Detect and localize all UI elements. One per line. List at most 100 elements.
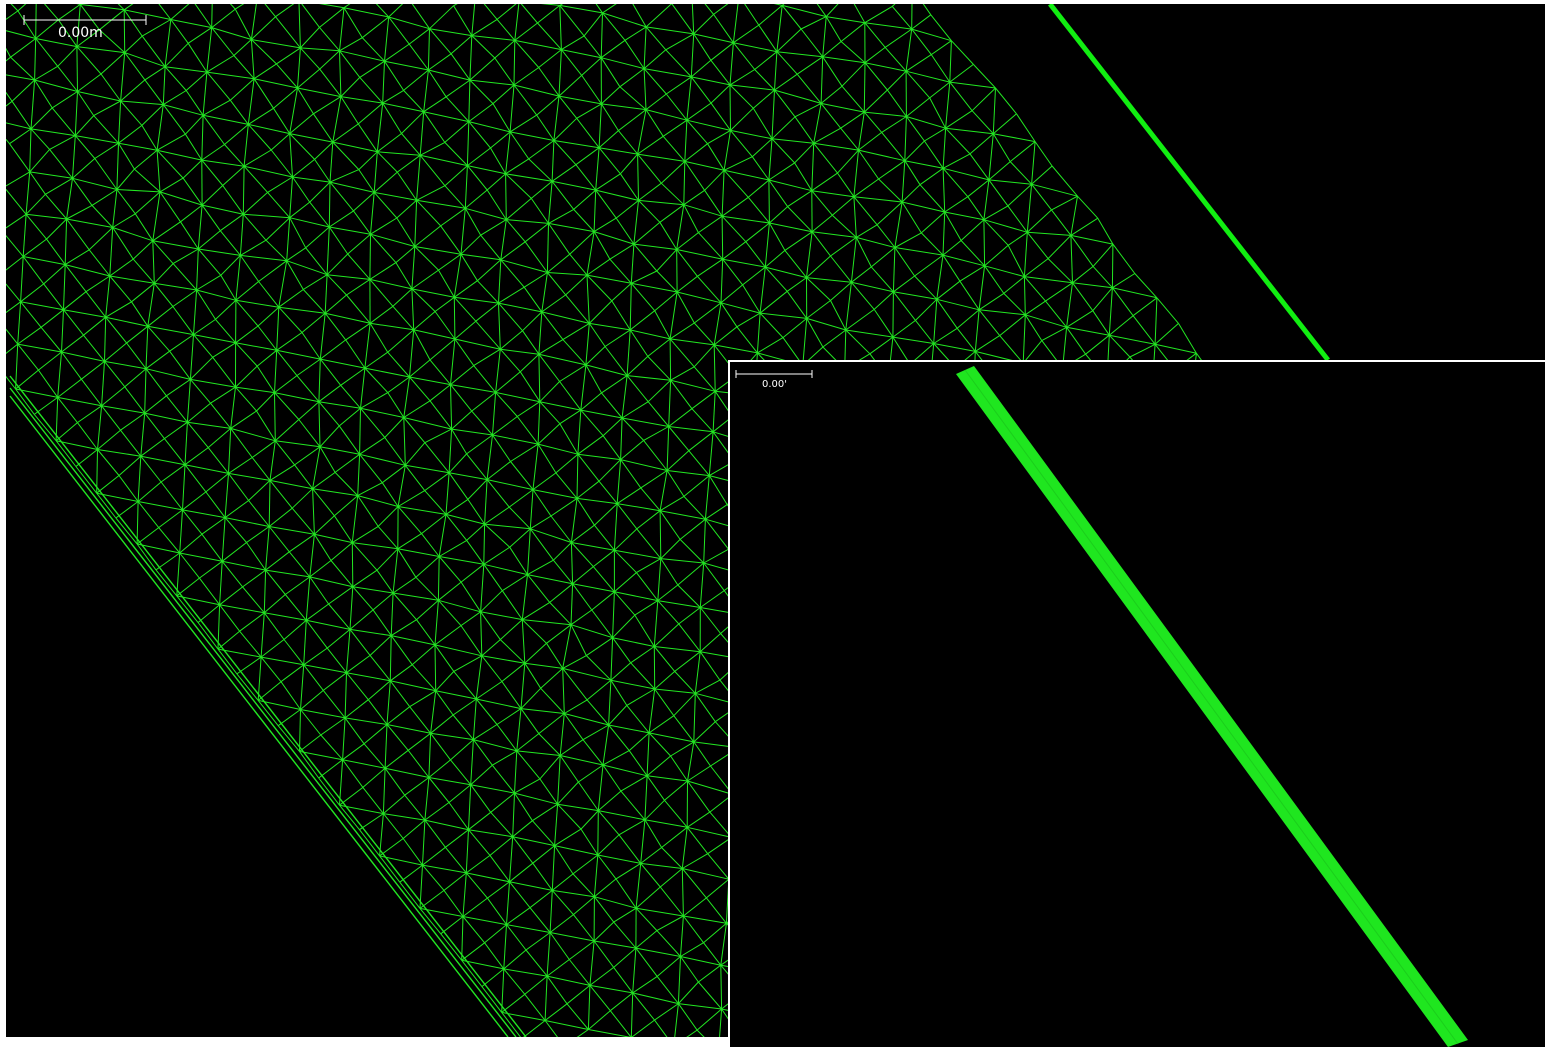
- mesh-edge: [387, 376, 410, 394]
- mesh-edge: [660, 539, 681, 559]
- mesh-edge: [720, 284, 743, 304]
- mesh-edge: [473, 724, 498, 741]
- mesh-edge: [207, 428, 232, 448]
- mesh-edge: [275, 4, 295, 18]
- mesh-edge: [611, 282, 632, 302]
- mesh-edge: [211, 27, 252, 40]
- mesh-edge: [112, 213, 136, 228]
- mesh-edge: [274, 392, 320, 403]
- mesh-edge: [194, 4, 213, 28]
- mesh-edge: [30, 128, 50, 150]
- mesh-edge: [635, 907, 658, 931]
- mesh-edge: [930, 14, 952, 42]
- mesh-edge: [360, 368, 366, 409]
- mesh-edge: [577, 453, 600, 482]
- mesh-edge: [530, 198, 549, 224]
- mesh-edge: [428, 733, 432, 778]
- mesh-edge: [936, 280, 961, 300]
- inset-viewport[interactable]: 0.00': [728, 360, 1545, 1047]
- mesh-edge: [210, 402, 232, 429]
- mesh-edge: [170, 4, 190, 20]
- mesh-edge: [586, 637, 613, 657]
- mesh-edge: [97, 429, 121, 450]
- mesh-edge: [635, 930, 658, 949]
- mesh-edge: [64, 264, 87, 293]
- mesh-edge: [503, 949, 527, 970]
- mesh-edge: [1108, 334, 1131, 358]
- mesh-edge: [532, 845, 555, 864]
- mesh-edge: [30, 107, 53, 130]
- mesh-edge: [636, 528, 662, 559]
- mesh-edge: [30, 128, 76, 137]
- mesh-edge: [384, 16, 390, 62]
- mesh-edge: [523, 1020, 546, 1037]
- mesh-edge: [559, 409, 582, 425]
- mesh-edge: [602, 764, 622, 792]
- mesh-edge: [573, 914, 595, 942]
- mesh-edge: [660, 182, 685, 206]
- mesh-edge: [978, 265, 986, 310]
- mesh-edge: [873, 309, 894, 338]
- mesh-edge: [509, 881, 531, 909]
- mesh-edge: [419, 111, 425, 156]
- mesh-edge: [438, 539, 467, 557]
- mesh-edge: [730, 130, 753, 158]
- mesh-edge: [1024, 314, 1043, 341]
- mesh-edge: [696, 1008, 722, 1031]
- mesh-edge: [1066, 282, 1073, 328]
- mesh-edge: [384, 43, 410, 62]
- mesh-edge: [294, 464, 313, 490]
- mesh-edge: [1025, 314, 1067, 328]
- mesh-edge: [532, 489, 578, 499]
- mesh-edge: [1072, 266, 1094, 284]
- mesh-edge: [403, 400, 431, 418]
- mesh-edge: [597, 854, 641, 864]
- mesh-edge: [546, 975, 568, 1005]
- mesh-edge: [382, 102, 424, 113]
- mesh-edge: [379, 855, 401, 883]
- mesh-edge: [93, 115, 119, 144]
- mesh-edge: [440, 225, 462, 255]
- mesh-edge: [409, 706, 431, 734]
- mesh-edge: [429, 28, 472, 37]
- mesh-edge: [349, 609, 374, 630]
- mesh-edge: [492, 416, 518, 436]
- mesh-edge: [109, 227, 114, 277]
- mesh-edge: [995, 87, 1017, 115]
- mesh-edge: [512, 793, 515, 837]
- mesh-edge: [220, 255, 241, 276]
- mesh-edge: [395, 262, 413, 290]
- mesh-edge: [265, 551, 290, 571]
- mesh-edge: [768, 138, 773, 181]
- mesh-edge: [721, 215, 747, 243]
- mesh-edge: [273, 87, 298, 109]
- mesh-strip: [956, 366, 1468, 1047]
- mesh-edge: [653, 623, 680, 647]
- mesh-edge: [29, 171, 46, 195]
- mesh-edge: [936, 299, 958, 329]
- mesh-edge: [6, 47, 12, 58]
- mesh-edge: [919, 167, 944, 186]
- mesh-edge: [9, 143, 31, 173]
- mesh-edge: [242, 192, 268, 215]
- mesh-edge: [63, 291, 87, 311]
- mesh-edge: [850, 237, 857, 283]
- mesh-edge: [141, 35, 166, 67]
- mesh-edge: [342, 759, 364, 788]
- mesh-edge: [424, 777, 430, 821]
- mesh-edge: [116, 189, 136, 215]
- mesh-edge: [257, 700, 279, 727]
- mesh-edge: [239, 255, 260, 282]
- mesh-edge: [352, 542, 398, 550]
- mesh-edge: [403, 90, 425, 113]
- mesh-edge: [319, 7, 345, 28]
- mesh-edge: [615, 217, 635, 245]
- mesh-edge: [445, 829, 469, 848]
- mesh-edge: [630, 282, 656, 312]
- mesh-edge: [261, 656, 304, 666]
- mesh-edge: [467, 147, 491, 166]
- mesh-edge: [559, 755, 579, 783]
- mesh-edge: [201, 204, 244, 215]
- mesh-edge: [429, 400, 452, 430]
- mesh-edge: [300, 47, 321, 70]
